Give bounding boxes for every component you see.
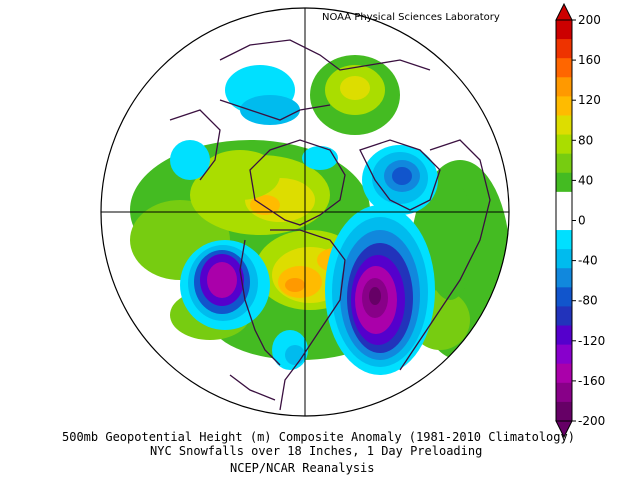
colorbar-tick-label: 200 [578, 13, 601, 27]
colorbar-band [556, 172, 572, 193]
colorbar-tick-label: -200 [578, 414, 605, 428]
colorbar-band [556, 382, 572, 403]
colorbar-tick-label: -40 [578, 254, 598, 268]
colorbar-band [556, 287, 572, 307]
colorbar-band [556, 306, 572, 327]
colorbar-band [556, 249, 572, 269]
colorbar-band [556, 363, 572, 384]
colorbar-band [556, 230, 572, 250]
colorbar-band [556, 77, 572, 97]
colorbar-bands [555, 2, 573, 439]
colorbar-tick-label: 40 [578, 173, 593, 187]
colorbar-band [556, 20, 572, 40]
colorbar-band [556, 153, 572, 174]
colorbar-tick-label: 120 [578, 93, 601, 107]
caption-line-2: NYC Snowfalls over 18 Inches, 1 Day Prel… [150, 444, 483, 458]
colorbar-band [556, 96, 572, 116]
anomaly-shading [130, 55, 509, 375]
colorbar-tick-label: -160 [578, 374, 605, 388]
colorbar-band [556, 134, 572, 155]
colorbar-band [556, 58, 572, 78]
colorbar-ticks: 200 160 120 80 40 0 -40 -80 -120 -160 -200 [572, 13, 605, 428]
colorbar-band [556, 325, 572, 346]
caption-line-3: NCEP/NCAR Reanalysis [230, 461, 375, 475]
credit-text: NOAA Physical Sciences Laboratory [322, 12, 500, 23]
negative-anomaly-areas [170, 65, 438, 375]
colorbar-tick-label: -120 [578, 334, 605, 348]
colorbar-band [556, 268, 572, 288]
caption-line-1: 500mb Geopotential Height (m) Composite … [62, 430, 575, 444]
colorbar-tick-label: 80 [578, 133, 593, 147]
coastlines [169, 39, 491, 411]
colorbar-tick-label: 160 [578, 53, 601, 67]
colorbar-band [556, 210, 572, 231]
colorbar-tick-label: 0 [578, 214, 586, 228]
colorbar-tick-label: -80 [578, 294, 598, 308]
colorbar-arrow-top [555, 2, 573, 21]
colorbar-band [556, 115, 572, 136]
positive-anomaly-areas [130, 55, 509, 360]
map-grid [101, 8, 509, 416]
map-boundary [100, 7, 510, 417]
colorbar-band [556, 39, 572, 59]
colorbar-band [556, 191, 572, 212]
colorbar-band [556, 401, 572, 422]
colorbar-band [556, 344, 572, 365]
